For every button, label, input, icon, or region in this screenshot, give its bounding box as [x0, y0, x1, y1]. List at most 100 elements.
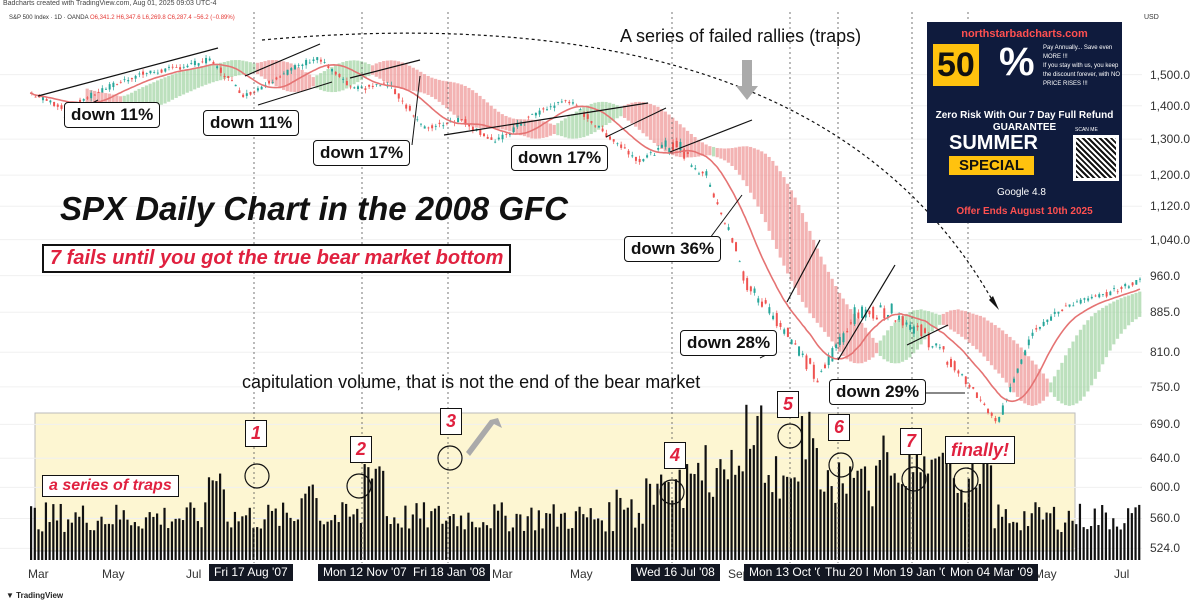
volume-bar	[374, 468, 377, 560]
volume-bar	[144, 517, 148, 560]
volume-bar	[259, 528, 262, 560]
cloud-segment	[967, 312, 971, 343]
volume-bar	[559, 513, 563, 560]
cloud-segment	[819, 256, 823, 328]
promo-site[interactable]: northstarbadcharts.com	[961, 28, 1088, 40]
volume-bar	[963, 502, 967, 560]
cloud-segment	[204, 65, 208, 85]
cloud-segment	[671, 117, 675, 156]
volume-bar	[311, 484, 314, 560]
cloud-segment	[841, 298, 845, 356]
volume-bar	[771, 492, 774, 560]
candle-body	[564, 100, 567, 102]
annotation-down-6: down 28%	[680, 330, 778, 356]
cloud-segment	[600, 101, 604, 128]
cloud-segment	[1089, 316, 1094, 386]
volume-bar	[797, 481, 800, 560]
cloud-segment	[241, 60, 245, 75]
cloud-segment	[530, 119, 534, 139]
volume-bar	[1041, 519, 1044, 560]
cloud-segment	[778, 171, 782, 258]
candle-body	[375, 84, 378, 86]
candle-body	[868, 310, 871, 315]
cloud-segment	[1123, 296, 1127, 330]
cloud-segment	[1101, 307, 1105, 365]
qr-code-icon[interactable]	[1073, 135, 1119, 181]
candle-body	[219, 67, 222, 73]
cloud-segment	[941, 313, 945, 325]
volume-bar	[826, 470, 830, 560]
volume-bar	[44, 502, 48, 560]
cloud-segment	[474, 92, 478, 128]
cloud-segment	[178, 72, 182, 97]
cloud-segment	[359, 61, 364, 81]
volume-bar	[1019, 530, 1022, 560]
y-tick-label: 1,400.0	[1150, 98, 1191, 113]
candle-body	[872, 306, 875, 319]
candle-body	[853, 307, 856, 325]
volume-bar	[534, 530, 537, 560]
cloud-segment	[934, 313, 938, 329]
cloud-segment	[930, 312, 934, 332]
volume-bar	[411, 514, 414, 560]
cloud-segment	[389, 60, 393, 85]
cloud-segment	[700, 142, 705, 156]
x-highlight-date: Mon 12 Nov '07	[318, 564, 412, 581]
volume-bar	[1115, 526, 1119, 560]
cloud-segment	[1112, 301, 1116, 345]
candle-body	[657, 147, 660, 150]
candle-body	[557, 102, 560, 103]
candle-body	[716, 202, 719, 205]
volume-bar	[734, 474, 737, 560]
candle-body	[230, 80, 233, 81]
volume-bar	[48, 522, 51, 560]
cloud-segment	[652, 105, 656, 143]
cloud-segment	[463, 85, 467, 124]
cloud-segment	[482, 99, 486, 129]
trap-circle	[828, 452, 854, 478]
candle-body	[167, 66, 170, 68]
candle-body	[816, 380, 819, 383]
volume-bar	[582, 514, 585, 560]
cloud-segment	[137, 88, 141, 108]
candle-body	[293, 65, 296, 70]
candle-body	[601, 128, 604, 132]
promo-banner[interactable]: northstarbadcharts.com 50 % Pay Annually…	[927, 22, 1122, 223]
candle-body	[434, 125, 437, 127]
volume-bar	[663, 481, 666, 560]
cloud-segment	[904, 313, 908, 360]
volume-bar	[348, 516, 351, 560]
candle-body	[520, 123, 523, 126]
volume-bar	[337, 522, 340, 560]
moving-average-line	[29, 63, 1141, 403]
volume-bar	[808, 411, 811, 560]
candle-body	[1057, 311, 1060, 314]
candle-body	[812, 364, 815, 379]
cloud-segment	[500, 114, 504, 130]
volume-bar	[608, 502, 611, 560]
candle-body	[427, 127, 430, 129]
candle-body	[471, 126, 474, 130]
candle-body	[345, 81, 348, 86]
volume-bar	[552, 504, 555, 560]
volume-bar	[1008, 523, 1011, 560]
cloud-segment	[393, 60, 397, 87]
volume-bar	[919, 472, 922, 560]
symbol-name: S&P 500 Index · 1D · OANDA	[9, 15, 89, 21]
trap-number-1: 1	[245, 420, 268, 447]
candle-body	[93, 94, 96, 96]
annotation-down-1: down 11%	[64, 102, 161, 128]
cloud-segment	[1049, 382, 1053, 393]
cloud-segment	[478, 95, 482, 129]
candle-body	[116, 84, 119, 86]
chart-title: SPX Daily Chart in the 2008 GFC	[60, 190, 568, 227]
volume-bar	[104, 524, 107, 560]
cloud-segment	[752, 148, 756, 200]
volume-bar	[81, 505, 85, 560]
volume-bar	[252, 527, 255, 560]
cloud-segment	[852, 313, 856, 364]
volume-bar	[730, 449, 733, 560]
currency-label: USD	[1144, 14, 1159, 21]
candle-body	[242, 94, 245, 97]
cloud-segment	[141, 87, 145, 108]
